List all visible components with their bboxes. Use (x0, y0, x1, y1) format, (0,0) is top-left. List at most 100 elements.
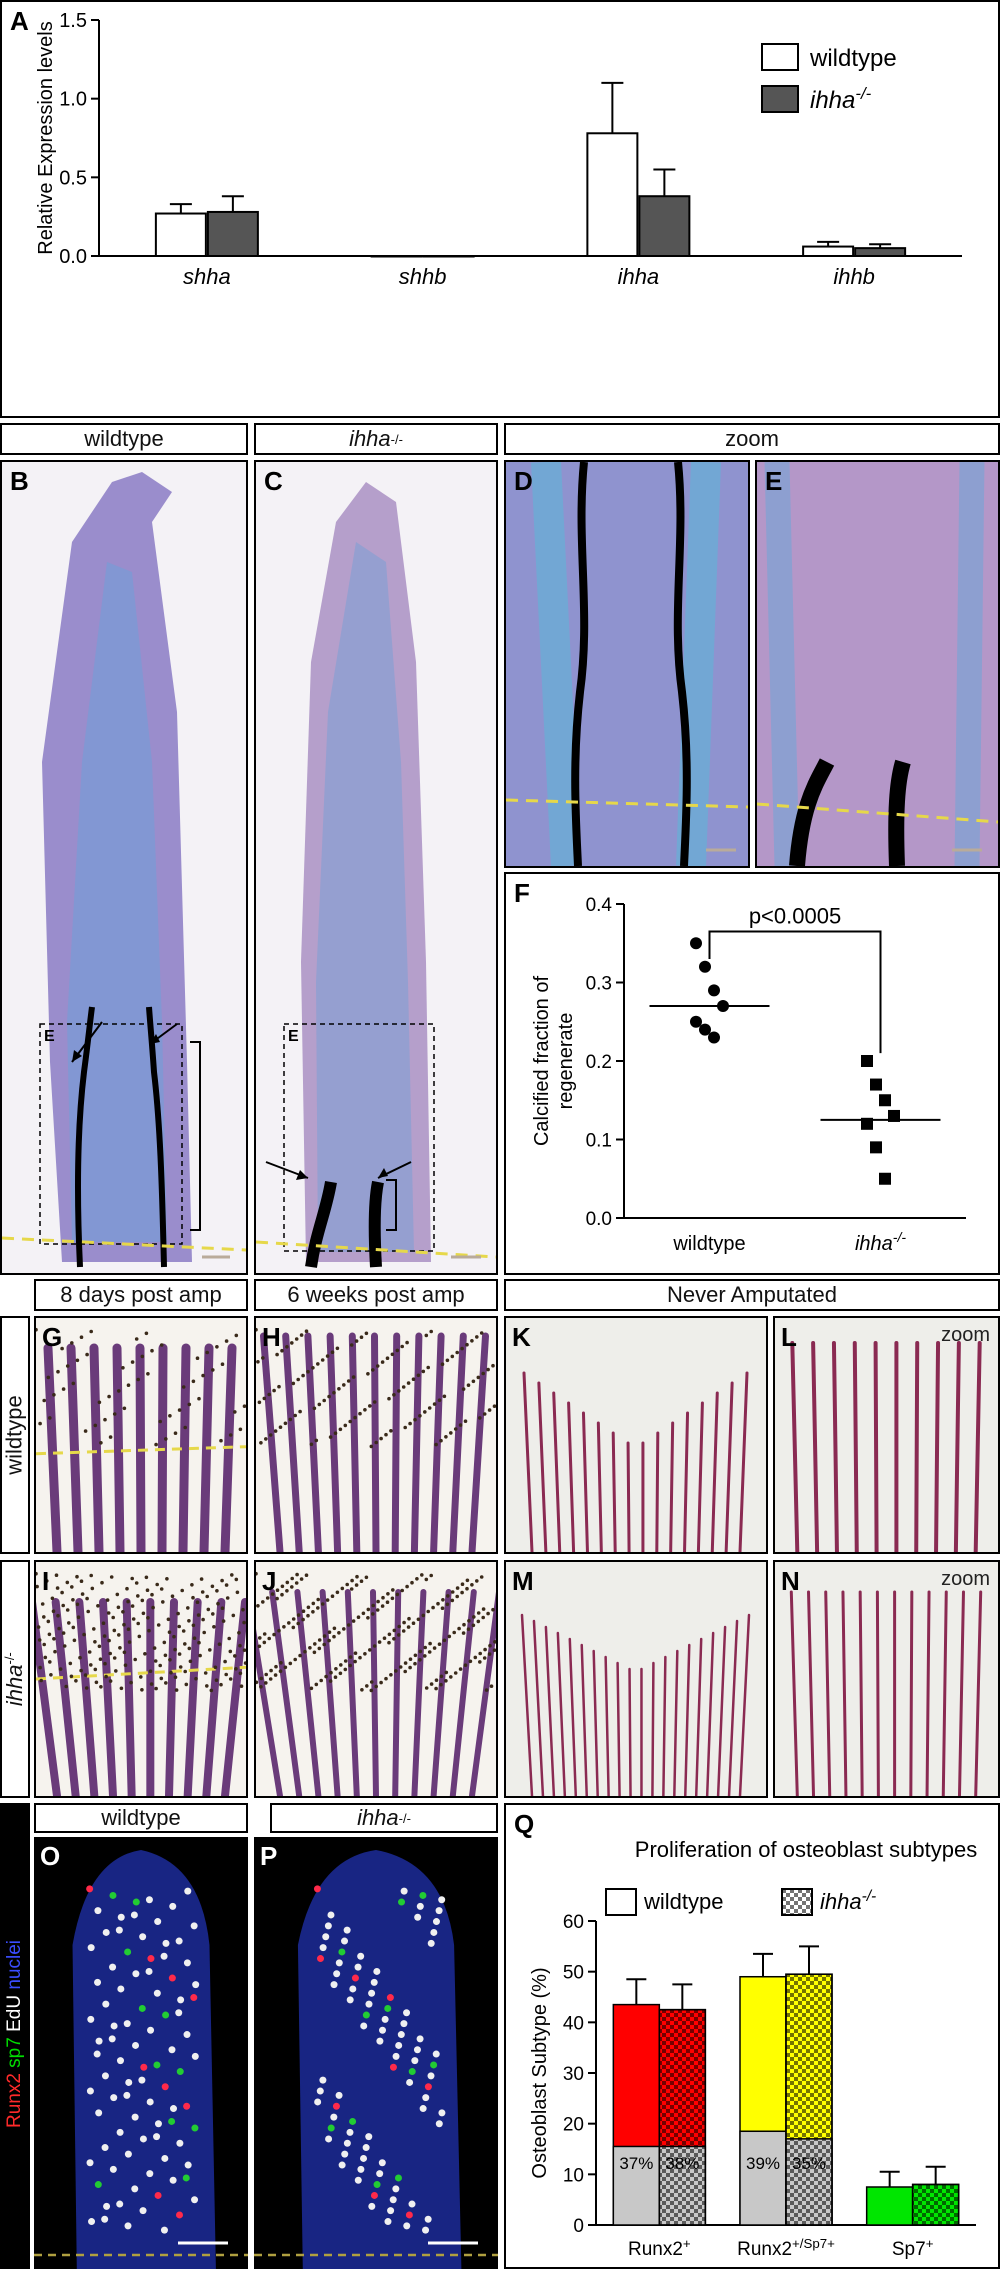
pigment-cell (463, 1419, 468, 1423)
pigment-cell (231, 1613, 236, 1618)
pigment-cell (181, 1629, 186, 1633)
pigment-cell (436, 1601, 440, 1606)
nucleus (419, 1891, 427, 1899)
zoom-section-e (757, 462, 998, 866)
y-axis-label-q: Osteoblast Subtype (%) (529, 1967, 551, 2178)
nucleus (362, 2011, 370, 2019)
nucleus (94, 1978, 102, 1986)
pigment-cell (290, 1576, 294, 1581)
pigment-cell (280, 1348, 284, 1353)
fin-ray (626, 1441, 631, 1552)
pigment-cell (364, 1331, 369, 1336)
fin-image-k (522, 1371, 749, 1552)
nucleus (373, 2181, 381, 2189)
nucleus (432, 2050, 440, 2058)
pigment-cell (89, 1329, 93, 1334)
fin-ray (934, 1341, 941, 1552)
fin-ray (392, 1589, 402, 1796)
pigment-cell (69, 1674, 74, 1679)
pigment-cell (181, 1385, 186, 1389)
pigment-cell (298, 1409, 302, 1414)
fin-ray (552, 1391, 562, 1552)
fin-ray (556, 1631, 567, 1796)
pigment-cell (338, 1671, 343, 1676)
pigment-cell (177, 1408, 182, 1412)
pigment-cell (184, 1682, 189, 1687)
pigment-cell (460, 1346, 464, 1351)
stain-runx2: Runx2 (4, 2073, 25, 2129)
pigment-cell (85, 1596, 89, 1601)
pigment-cell (242, 1620, 246, 1625)
pigment-cell (168, 1414, 172, 1418)
fin-ray (673, 1649, 679, 1796)
pigment-cell (397, 1389, 401, 1393)
pigment-cell (465, 1586, 469, 1591)
pigment-cell (372, 1644, 377, 1648)
pigment-cell (159, 1587, 164, 1591)
pigment-cell (339, 1663, 343, 1667)
pigment-cell (167, 1630, 172, 1634)
y-axis-label-a: Relative Expression levels (35, 21, 57, 254)
panel-n-fin: N zoom (773, 1560, 1000, 1798)
pigment-cell (364, 1575, 369, 1580)
nucleus (162, 1939, 170, 1947)
pigment-cell (191, 1623, 196, 1628)
pigment-cell (93, 1423, 98, 1428)
header-wildtype-o: wildtype (34, 1803, 248, 1833)
pigment-cell (154, 1686, 158, 1691)
pigment-cell (395, 1592, 400, 1597)
nucleus (109, 2165, 117, 2173)
pigment-cell (444, 1679, 448, 1683)
pigment-cell (452, 1630, 456, 1635)
header-wildtype-b: wildtype (0, 423, 248, 455)
nucleus (116, 2128, 124, 2136)
pigment-cell (312, 1406, 317, 1411)
nucleus (332, 2102, 340, 2110)
pigment-cell (89, 1663, 93, 1667)
pigment-cell (60, 1590, 64, 1595)
fin-ray (220, 1343, 237, 1552)
pigment-cell (99, 1441, 103, 1445)
pigment-cell (397, 1633, 401, 1637)
pigment-cell (257, 1644, 262, 1649)
pigment-cell (397, 1624, 401, 1629)
y-tick-label-q: 50 (563, 1963, 584, 1984)
panel-label-f: F (514, 878, 530, 908)
pigment-cell (421, 1613, 426, 1618)
pigment-cell (306, 1613, 310, 1618)
pigment-cell (282, 1625, 286, 1629)
y-tick-label-f: 0.3 (586, 974, 612, 995)
nucleus (338, 1948, 346, 1956)
pigment-cell (224, 1339, 229, 1343)
bar-pattern-q (785, 1973, 833, 2226)
fin-ray (36, 1601, 61, 1796)
nucleus (392, 2185, 400, 2193)
data-point-f (699, 960, 711, 973)
pigment-cell (369, 1444, 374, 1449)
pigment-cell (242, 1648, 246, 1652)
pigment-cell (445, 1602, 450, 1607)
pigment-cell (348, 1419, 352, 1424)
pigment-cell (343, 1667, 348, 1672)
fin-ray (716, 1625, 727, 1796)
pigment-cell (400, 1344, 404, 1349)
pigment-cell (322, 1634, 327, 1638)
zoom-label-n: zoom (941, 1568, 990, 1590)
pigment-cell (136, 1621, 140, 1626)
pigment-cell (317, 1638, 322, 1642)
pigment-cell (353, 1651, 358, 1655)
pigment-cell (162, 1640, 167, 1645)
pigment-cell (155, 1582, 159, 1587)
pigment-cell (70, 1585, 74, 1589)
legend-label-q: wildtype (643, 1889, 723, 1914)
nucleus (427, 1939, 435, 1947)
nucleus (365, 2000, 373, 2008)
pigment-cell (259, 1441, 263, 1445)
pigment-cell (76, 1615, 81, 1619)
pct-label-q: 35% (792, 2154, 826, 2173)
pigment-cell (312, 1650, 317, 1655)
pigment-cell (290, 1341, 294, 1345)
pigment-cell (359, 1335, 364, 1339)
pigment-cell (475, 1579, 479, 1583)
header-zoom: zoom (504, 423, 1000, 455)
